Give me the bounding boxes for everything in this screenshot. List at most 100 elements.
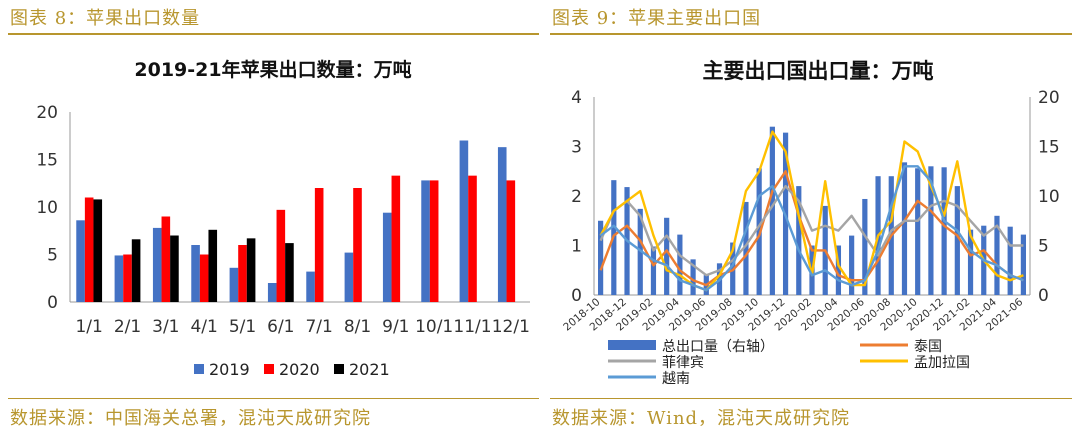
bar-2020 (161, 216, 171, 302)
right-y-tick-label: 20 (1038, 88, 1060, 108)
line-泰国 (599, 170, 1024, 287)
line-越南 (599, 165, 1024, 292)
left-y-tick-label: 0 (571, 286, 582, 306)
legend-label-2021: 2021 (349, 360, 390, 379)
left-y-tick-label: 4 (571, 88, 582, 108)
total-export-bar (954, 186, 960, 295)
bar-2019 (229, 267, 239, 302)
y-tick-label: 0 (47, 293, 58, 313)
total-export-bar (690, 259, 696, 295)
total-export-bar (769, 126, 775, 295)
bar-2021 (208, 229, 218, 302)
total-export-bar (1007, 226, 1013, 295)
bar-2019 (306, 271, 315, 302)
total-export-bar (650, 246, 657, 295)
line-菲律宾 (599, 184, 1024, 277)
bar-2019 (152, 227, 162, 302)
legend-label-2019: 2019 (209, 360, 250, 379)
x-tick-label: 3/1 (152, 317, 179, 337)
right-bottom-rule (550, 398, 1072, 399)
bar-2019 (497, 147, 507, 302)
bar-2020 (238, 245, 247, 302)
total-export-bar (677, 234, 683, 295)
bar-2020 (468, 175, 477, 302)
left-y-tick-label: 3 (571, 138, 582, 158)
x-tick-label: 11/1 (453, 317, 491, 337)
y-tick-label: 15 (36, 151, 58, 171)
bar-2021 (285, 243, 294, 302)
bar-2019 (114, 255, 124, 302)
bar-2020 (429, 180, 439, 302)
bar-2020 (84, 197, 94, 302)
bar-2020 (353, 188, 362, 302)
legend-swatch-total-export (608, 340, 656, 350)
total-export-bar (743, 201, 749, 295)
legend-label-越南: 越南 (662, 371, 690, 387)
chart-title: 2019-21年苹果出口数量：万吨 (134, 58, 411, 81)
bar-2020 (314, 188, 324, 302)
bar-2020 (276, 209, 286, 302)
x-tick-label: 6/1 (267, 317, 294, 337)
bar-2019 (76, 220, 85, 302)
total-export-bar (901, 162, 908, 295)
bar-2019 (267, 283, 277, 302)
x-tick-label: 12/1 (492, 317, 530, 337)
bar-2020 (123, 254, 132, 302)
bar-2021 (131, 239, 141, 302)
x-tick-label: 8/1 (344, 317, 371, 337)
total-export-bar (928, 166, 934, 295)
legend-label-菲律宾: 菲律宾 (662, 355, 704, 371)
legend-swatch-2019 (194, 364, 204, 374)
legend-swatch-2020 (264, 364, 274, 374)
x-tick-label: 7/1 (305, 317, 332, 337)
bar-2019 (421, 180, 430, 302)
legend-label-总出口量（右轴）: 总出口量（右轴） (662, 339, 774, 355)
left-source-note: 数据来源：中国海关总署，混沌天成研究院 (10, 408, 371, 429)
right-y-tick-label: 5 (1038, 237, 1049, 257)
left-top-rule (8, 33, 539, 35)
total-export-bar (862, 198, 868, 295)
legend-label-2020: 2020 (279, 360, 320, 379)
total-export-bar (915, 168, 921, 295)
x-tick-label: 10/1 (415, 317, 453, 337)
left-y-tick-label: 2 (571, 187, 582, 207)
bar-2020 (199, 254, 209, 302)
total-export-bar (598, 220, 604, 295)
x-tick-label: 9/1 (382, 317, 409, 337)
right-y-tick-label: 0 (1038, 286, 1049, 306)
total-export-bar (637, 208, 643, 295)
left-chart-panel: 2019-21年苹果出口数量：万吨 0 5 10 15 20 1/1 2/1 3/1 4/1 5/1… (8, 40, 539, 396)
total-export-bar (994, 215, 1000, 295)
bar-2021 (93, 199, 103, 302)
right-y-tick-label: 10 (1038, 187, 1060, 207)
legend-label-泰国: 泰国 (914, 339, 942, 355)
left-bottom-rule (8, 398, 539, 399)
total-export-bar (941, 167, 947, 295)
y-tick-label: 5 (47, 246, 58, 266)
left-y-tick-label: 1 (571, 237, 582, 257)
bar-2019 (191, 245, 200, 302)
chart-title: 主要出口国出口量：万吨 (703, 59, 934, 83)
bar-2021 (246, 238, 256, 302)
right-y-tick-label: 15 (1038, 138, 1060, 158)
total-export-bar (1020, 234, 1026, 295)
total-export-bar (664, 217, 670, 295)
total-export-bar (796, 186, 802, 295)
right-source-note: 数据来源：Wind，混沌天成研究院 (552, 408, 851, 429)
right-combo-chart: 主要出口国出口量：万吨01234051015202018-102018-1220… (561, 59, 1060, 387)
bar-2020 (506, 180, 516, 302)
y-tick-label: 10 (36, 198, 58, 218)
x-tick-label: 4/1 (190, 317, 217, 337)
total-export-bar (835, 245, 842, 295)
x-tick-label: 5/1 (229, 317, 256, 337)
left-bar-chart: 2019-21年苹果出口数量：万吨 0 5 10 15 20 1/1 2/1 3/1 4/1 5/1… (36, 58, 530, 379)
bar-2021 (170, 235, 179, 302)
x-tick-label: 1/1 (75, 317, 102, 337)
total-export-bar (849, 235, 855, 295)
bar-2019 (344, 252, 354, 302)
legend-swatch-2021 (334, 364, 344, 374)
x-tick-label: 2/1 (114, 317, 141, 337)
right-top-rule (550, 33, 1072, 35)
right-figure-caption: 图表 9：苹果主要出口国 (552, 8, 762, 29)
total-export-bar (967, 229, 974, 295)
